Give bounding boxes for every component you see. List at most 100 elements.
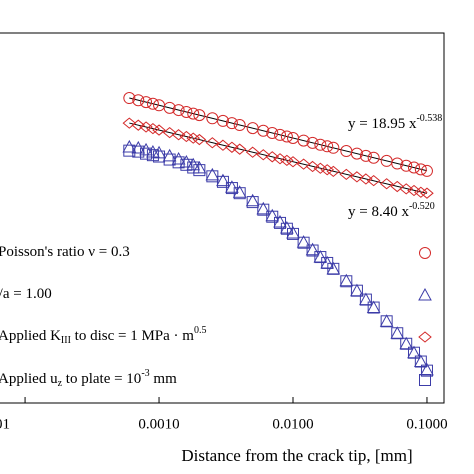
fit-line bbox=[129, 97, 428, 172]
point bbox=[172, 104, 185, 117]
point bbox=[245, 146, 260, 158]
point bbox=[420, 364, 433, 377]
plot-frame bbox=[0, 32, 445, 404]
legend-label: c/a = 1.00 bbox=[0, 286, 52, 302]
point bbox=[256, 149, 271, 161]
point bbox=[131, 119, 146, 131]
point bbox=[414, 355, 427, 368]
legend-marker bbox=[418, 287, 432, 301]
point bbox=[139, 121, 153, 133]
point bbox=[314, 138, 327, 151]
legend-label-part: to plate = 10 bbox=[62, 371, 141, 387]
fit-line bbox=[129, 122, 428, 194]
point bbox=[286, 226, 300, 239]
point bbox=[407, 346, 420, 359]
point bbox=[366, 300, 381, 314]
point bbox=[162, 148, 177, 162]
point bbox=[379, 178, 394, 190]
point bbox=[366, 175, 381, 187]
point bbox=[193, 164, 206, 177]
legend-label-part: III bbox=[61, 335, 71, 346]
point bbox=[205, 137, 220, 149]
point bbox=[400, 337, 413, 350]
point bbox=[171, 129, 186, 141]
x-axis-label: Distance from the crack tip, [mm] bbox=[181, 446, 412, 465]
point bbox=[216, 175, 229, 188]
x-tick-label: 0.0100 bbox=[272, 416, 313, 432]
point bbox=[350, 284, 363, 297]
point bbox=[305, 160, 320, 173]
point bbox=[132, 145, 145, 158]
point bbox=[391, 327, 404, 340]
point bbox=[216, 173, 230, 187]
x-tick-label: 0.1000 bbox=[406, 416, 447, 432]
legend-label-part: -3 bbox=[141, 368, 149, 379]
point bbox=[266, 210, 279, 223]
point bbox=[225, 117, 238, 130]
point bbox=[367, 151, 380, 164]
point bbox=[350, 171, 364, 183]
point bbox=[140, 96, 153, 109]
point bbox=[313, 250, 328, 263]
point bbox=[327, 141, 340, 154]
point bbox=[420, 187, 434, 199]
point bbox=[257, 203, 270, 216]
legend-label-part: c/a = 1.00 bbox=[0, 286, 52, 302]
point bbox=[350, 147, 363, 160]
legend-marker bbox=[419, 247, 431, 259]
point bbox=[180, 158, 193, 171]
point bbox=[340, 275, 353, 288]
point bbox=[123, 144, 136, 157]
point bbox=[172, 156, 185, 169]
point bbox=[327, 262, 340, 275]
point bbox=[140, 147, 153, 160]
fit-label-text: y = 18.95 x bbox=[348, 116, 417, 132]
point bbox=[359, 173, 373, 185]
point bbox=[359, 293, 372, 306]
fit-label-exp: -0.538 bbox=[416, 113, 442, 124]
point bbox=[146, 97, 159, 110]
point bbox=[359, 149, 372, 162]
point bbox=[266, 126, 279, 139]
fit-label-exp: -0.520 bbox=[409, 201, 435, 212]
legend-label-part: to disc = 1 MPa · m bbox=[71, 328, 194, 344]
point bbox=[205, 167, 220, 181]
point bbox=[390, 180, 405, 193]
legend-label: Applied uz to plate = 10-3 mm bbox=[0, 368, 177, 389]
point bbox=[407, 161, 420, 174]
legend-label: Poisson's ratio ν = 0.3 bbox=[0, 244, 130, 260]
point bbox=[420, 164, 433, 177]
point bbox=[380, 315, 393, 328]
point bbox=[407, 184, 421, 197]
x-tick-label: 0.0001 bbox=[0, 416, 10, 432]
point bbox=[162, 126, 177, 139]
point bbox=[297, 134, 310, 147]
legend-marker bbox=[418, 331, 432, 343]
point bbox=[274, 128, 287, 141]
point bbox=[379, 314, 394, 327]
point bbox=[216, 139, 230, 151]
legend-label: Applied KIII to disc = 1 MPa · m0.5 bbox=[0, 325, 206, 346]
point bbox=[306, 244, 319, 257]
point bbox=[233, 119, 246, 132]
point bbox=[296, 235, 311, 248]
point bbox=[286, 156, 300, 168]
point bbox=[280, 220, 294, 234]
point bbox=[233, 187, 246, 200]
point bbox=[399, 183, 414, 195]
point bbox=[232, 143, 247, 155]
point bbox=[391, 157, 404, 170]
legend-label-part: Applied K bbox=[0, 328, 61, 344]
point bbox=[245, 193, 260, 207]
point bbox=[326, 165, 341, 177]
point bbox=[246, 196, 259, 209]
point bbox=[280, 130, 293, 143]
point bbox=[390, 326, 405, 339]
point bbox=[152, 124, 166, 136]
point bbox=[216, 114, 229, 127]
point bbox=[306, 136, 319, 149]
point bbox=[163, 153, 176, 166]
point bbox=[257, 124, 270, 137]
point bbox=[122, 117, 137, 129]
point bbox=[321, 140, 334, 153]
